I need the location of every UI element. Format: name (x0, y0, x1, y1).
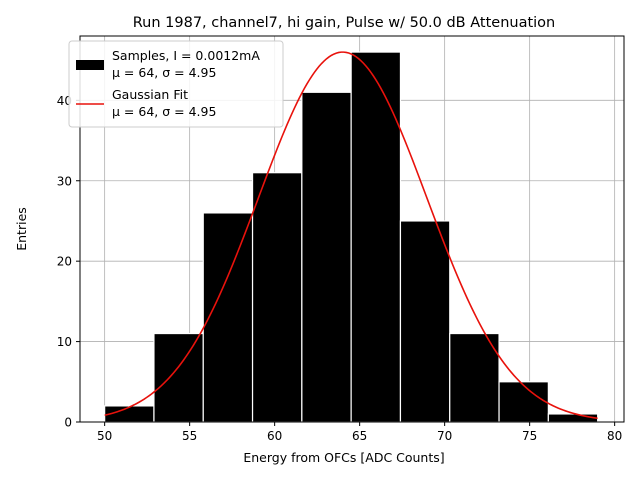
legend-fit-label: Gaussian Fit (112, 87, 188, 102)
histogram-bar (251, 172, 303, 423)
chart-title: Run 1987, channel7, hi gain, Pulse w/ 50… (133, 15, 556, 31)
y-tick-label: 20 (57, 255, 72, 269)
gaussian-fit-curve (104, 51, 598, 420)
y-tick-label: 0 (64, 416, 72, 430)
legend-bar-swatch (76, 60, 104, 70)
x-tick-label: 75 (522, 429, 537, 443)
legend-samples-stats: μ = 64, σ = 4.95 (112, 65, 216, 80)
legend-samples-label: Samples, I = 0.0012mA (112, 48, 260, 63)
legend-box (68, 40, 284, 128)
histogram-bar (399, 220, 451, 423)
x-tick-label: 70 (437, 429, 452, 443)
histogram-bar (350, 51, 402, 423)
histogram-bar (202, 212, 254, 423)
histogram-bar (301, 91, 352, 423)
x-tick-label: 50 (97, 429, 112, 443)
x-tick-label: 80 (607, 429, 622, 443)
y-axis-ticks: 0 10 20 30 40 (57, 94, 80, 430)
x-axis-ticks: 50 55 60 65 70 75 80 (97, 422, 622, 443)
y-axis-label: Entries (14, 207, 29, 251)
x-tick-label: 65 (352, 429, 367, 443)
histogram-bar (449, 332, 500, 423)
legend: Samples, I = 0.0012mA μ = 64, σ = 4.95 G… (68, 40, 284, 128)
histogram-bar (547, 413, 599, 423)
y-tick-label: 40 (57, 94, 72, 108)
x-tick-label: 55 (182, 429, 197, 443)
histogram-bars (104, 51, 599, 423)
x-tick-label: 60 (267, 429, 282, 443)
y-tick-label: 10 (57, 335, 72, 349)
y-tick-label: 30 (57, 174, 72, 188)
histogram-bar (498, 381, 549, 423)
x-axis-label: Energy from OFCs [ADC Counts] (243, 450, 444, 465)
histogram-bar (153, 332, 204, 423)
plot-frame (79, 35, 625, 423)
legend-fit-stats: μ = 64, σ = 4.95 (112, 104, 216, 119)
